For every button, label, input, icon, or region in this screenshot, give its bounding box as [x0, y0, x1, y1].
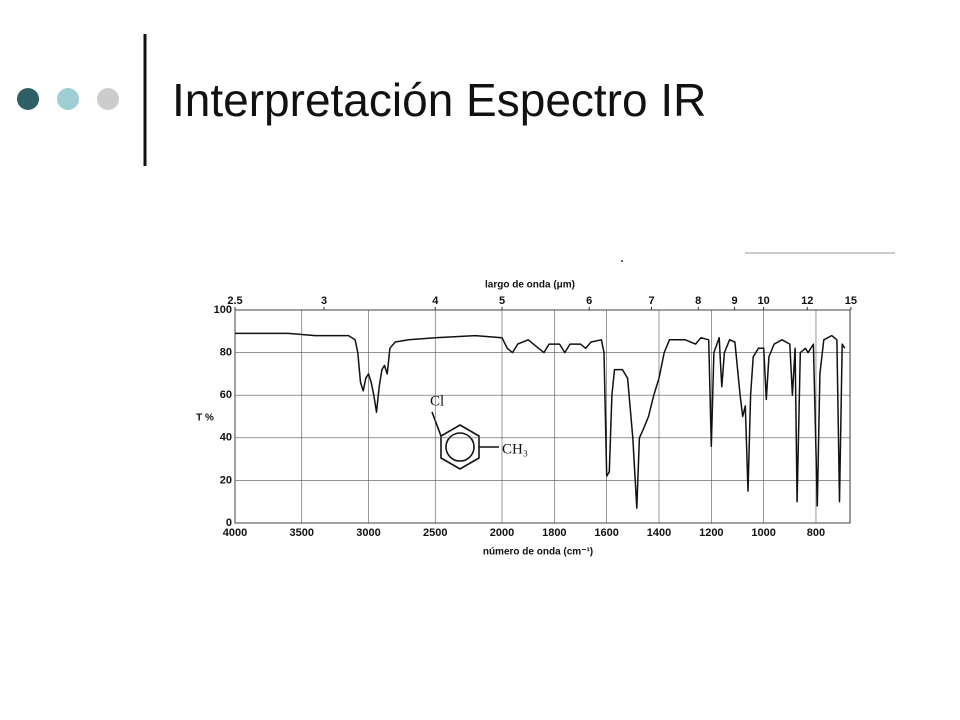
scan-artifact — [621, 260, 623, 262]
x-tick-label: 1600 — [594, 527, 618, 539]
x-tick-label: 2500 — [423, 527, 447, 539]
y-tick-label: 100 — [214, 304, 232, 316]
x2-tick-label: 2.5 — [227, 295, 242, 307]
y-tick-label: 40 — [220, 432, 232, 444]
y-tick-label: 80 — [220, 347, 232, 359]
x-tick-label: 1000 — [751, 527, 775, 539]
aromatic-circle — [445, 432, 475, 462]
x2-axis-label: largo de onda (μm) — [485, 280, 575, 291]
x-tick-label: 1400 — [647, 527, 671, 539]
bullet-dot — [97, 88, 119, 110]
x-tick-label: 1200 — [699, 527, 723, 539]
x-tick-label: 800 — [807, 527, 825, 539]
x2-tick-label: 6 — [586, 295, 592, 307]
x2-tick-label: 15 — [845, 295, 857, 307]
y-tick-label: 60 — [220, 389, 232, 401]
x-tick-label: 2000 — [490, 527, 514, 539]
y-tick-label: 20 — [220, 474, 232, 486]
y-tick-label: 0 — [226, 517, 232, 529]
bullet-dot — [17, 88, 39, 110]
x2-tick-label: 5 — [499, 295, 505, 307]
plot-frame — [234, 309, 851, 524]
slide-title: Interpretación Espectro IR — [172, 74, 706, 126]
bond — [431, 411, 442, 437]
x2-tick-label: 7 — [648, 295, 654, 307]
x2-tick-label: 10 — [758, 295, 770, 307]
x2-tick-label: 3 — [321, 295, 327, 307]
x2-tick-label: 9 — [732, 295, 738, 307]
x-tick-label: 1800 — [542, 527, 566, 539]
annotation: CH₃ — [502, 441, 528, 457]
molecule — [431, 411, 499, 470]
x2-tick-label: 8 — [695, 295, 701, 307]
bullet-dot — [57, 88, 79, 110]
spectrum-line — [235, 332, 846, 509]
x2-tick-label: 4 — [432, 295, 439, 307]
y-axis-label: T % — [196, 413, 214, 424]
x-tick-label: 3000 — [356, 527, 380, 539]
x2-tick-label: 12 — [801, 295, 813, 307]
x-tick-label: 3500 — [290, 527, 314, 539]
x-tick-label: 4000 — [223, 527, 247, 539]
annotation: Cl — [430, 393, 444, 409]
x-axis-label: número de onda (cm⁻¹) — [483, 547, 593, 558]
